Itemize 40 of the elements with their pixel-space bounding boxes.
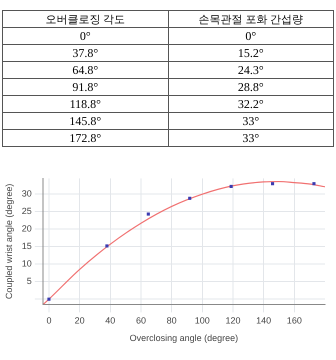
x-tick-label: 100 [194, 315, 210, 326]
x-tick-label: 60 [136, 315, 146, 326]
text: 손목관절 포화 간섭량 [168, 10, 334, 28]
text: 33° [168, 130, 334, 146]
y-tick-label: 10 [22, 258, 32, 269]
point [270, 182, 274, 186]
x-tick-label: 140 [256, 315, 272, 326]
y-tick-label: 25 [22, 206, 32, 216]
text: 0° [168, 28, 334, 44]
point [105, 244, 108, 248]
text: 145.8° [2, 112, 168, 130]
text: 172.8° [2, 130, 168, 146]
x-tick-label: 160 [286, 315, 302, 326]
text: 91.8° [2, 78, 168, 96]
y-axis-title: Coupled wrist angle (degree) [4, 184, 14, 300]
y-tick-label: 20 [22, 224, 32, 234]
point [230, 184, 233, 188]
text: 24.3° [168, 62, 334, 78]
x-tick-label: 0 [46, 315, 52, 326]
x-tick-label: 20 [74, 315, 85, 326]
text: 32.2° [168, 96, 334, 112]
text: 33° [168, 112, 334, 130]
text: 0° [2, 28, 168, 44]
point [47, 298, 51, 301]
x-tick-label: 40 [105, 315, 116, 326]
text: 37.8° [2, 44, 168, 62]
point [146, 212, 150, 216]
text: 64.8° [2, 62, 168, 78]
x-tick-label: 120 [225, 315, 240, 326]
x-axis-title: Overclosing angle (degree) [130, 333, 238, 344]
text: 15.2° [168, 44, 334, 62]
point [312, 182, 316, 186]
text: 118.8° [2, 96, 168, 112]
y-tick-label: 30 [22, 188, 32, 199]
text: 28.8° [168, 78, 334, 96]
y-tick-label: 15 [22, 241, 32, 252]
y-tick-label: 5 [26, 276, 32, 286]
point [188, 196, 192, 200]
x-tick-label: 80 [166, 315, 177, 326]
text: 오버클로징 각도 [2, 10, 168, 28]
